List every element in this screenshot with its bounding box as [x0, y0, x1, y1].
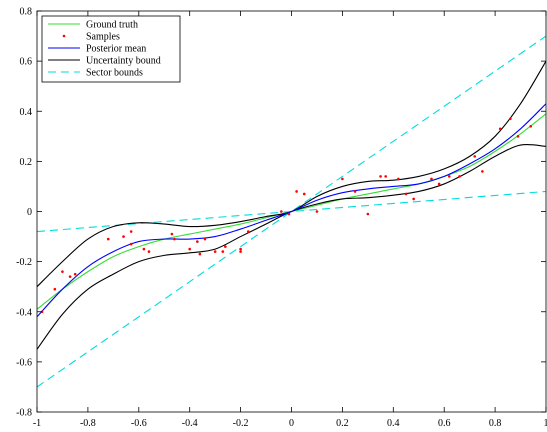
sample-point — [379, 175, 382, 178]
x-tick-label: -0.4 — [182, 418, 198, 429]
y-tick-label: 0.6 — [20, 57, 33, 68]
series-line — [37, 143, 546, 350]
sample-point — [447, 175, 451, 178]
sample-point — [122, 235, 125, 238]
sample-point — [529, 124, 533, 128]
sample-point — [302, 192, 306, 196]
sample-point — [129, 230, 133, 233]
y-tick-label: 0.2 — [20, 157, 33, 168]
sample-point — [224, 245, 227, 248]
sample-point — [458, 175, 461, 178]
sample-point — [384, 175, 387, 178]
sample-point — [106, 237, 110, 241]
x-tick-label: -1 — [33, 418, 41, 429]
x-tick-label: 0.2 — [336, 418, 349, 429]
sample-point — [280, 210, 283, 213]
x-tick-label: 0.4 — [387, 418, 400, 429]
sample-point — [509, 117, 512, 121]
y-tick-label: -0.2 — [16, 257, 32, 268]
sample-point — [516, 135, 520, 138]
sample-point — [129, 242, 133, 246]
sample-point — [430, 177, 433, 181]
sample-point — [188, 247, 191, 251]
sample-point — [341, 177, 344, 181]
sample-point — [198, 252, 202, 256]
x-tick-label: 0.8 — [489, 418, 502, 429]
x-tick-label: -0.6 — [131, 418, 147, 429]
sample-point — [287, 212, 291, 216]
y-tick-label: -0.6 — [16, 357, 32, 368]
sample-point — [473, 155, 477, 158]
sample-point — [239, 247, 242, 251]
sample-point — [239, 250, 242, 253]
sample-point — [142, 247, 146, 251]
sample-point — [404, 192, 408, 196]
sample-point — [40, 310, 44, 314]
sample-point — [68, 275, 72, 278]
legend-label: Sector bounds — [86, 68, 143, 79]
sample-point — [412, 197, 415, 201]
sample-point — [61, 270, 64, 273]
sample-point — [203, 237, 207, 241]
sample-point — [170, 232, 174, 236]
legend-label: Posterior mean — [86, 44, 146, 55]
y-tick-label: 0.8 — [20, 7, 33, 18]
sample-point — [221, 250, 225, 253]
sample-point — [315, 210, 319, 213]
sample-point — [481, 170, 484, 173]
y-tick-label: -0.8 — [16, 408, 32, 419]
sample-point — [173, 237, 176, 241]
sample-point — [437, 182, 441, 186]
sample-point — [73, 272, 77, 276]
sample-point — [397, 177, 400, 181]
legend-label: Ground truth — [86, 20, 138, 31]
x-tick-label: 0.6 — [438, 418, 451, 429]
legend-box — [41, 15, 181, 83]
x-tick-label: -0.2 — [233, 418, 249, 429]
sample-point — [246, 230, 250, 233]
x-tick-label: -0.8 — [80, 418, 96, 429]
series-layer — [37, 35, 546, 388]
legend-marker-samples — [62, 34, 66, 38]
legend-label: Samples — [86, 32, 120, 43]
axes-layer: -1 -0.8 -0.6 -0.4 -0.2 0 0.2 0.4 0.6 0.8 1-0.8-0.6… — [16, 7, 547, 430]
sample-point — [353, 190, 357, 193]
sample-point — [366, 212, 370, 216]
uncertainty-bound-line — [37, 60, 546, 288]
x-tick-label: 0 — [289, 418, 294, 429]
y-tick-label: 0.4 — [20, 107, 33, 118]
sample-point — [498, 127, 502, 131]
sample-point — [147, 250, 151, 253]
sample-point — [213, 250, 217, 253]
sample-point — [295, 190, 298, 193]
y-tick-label: -0.4 — [16, 307, 32, 318]
sample-point — [196, 240, 199, 243]
x-tick-label: 1 — [544, 418, 547, 429]
posterior-mean-line — [37, 103, 546, 318]
y-tick-label: 0 — [27, 207, 32, 218]
sample-point — [53, 287, 57, 291]
legend-label: Uncertainty bound — [86, 56, 161, 67]
